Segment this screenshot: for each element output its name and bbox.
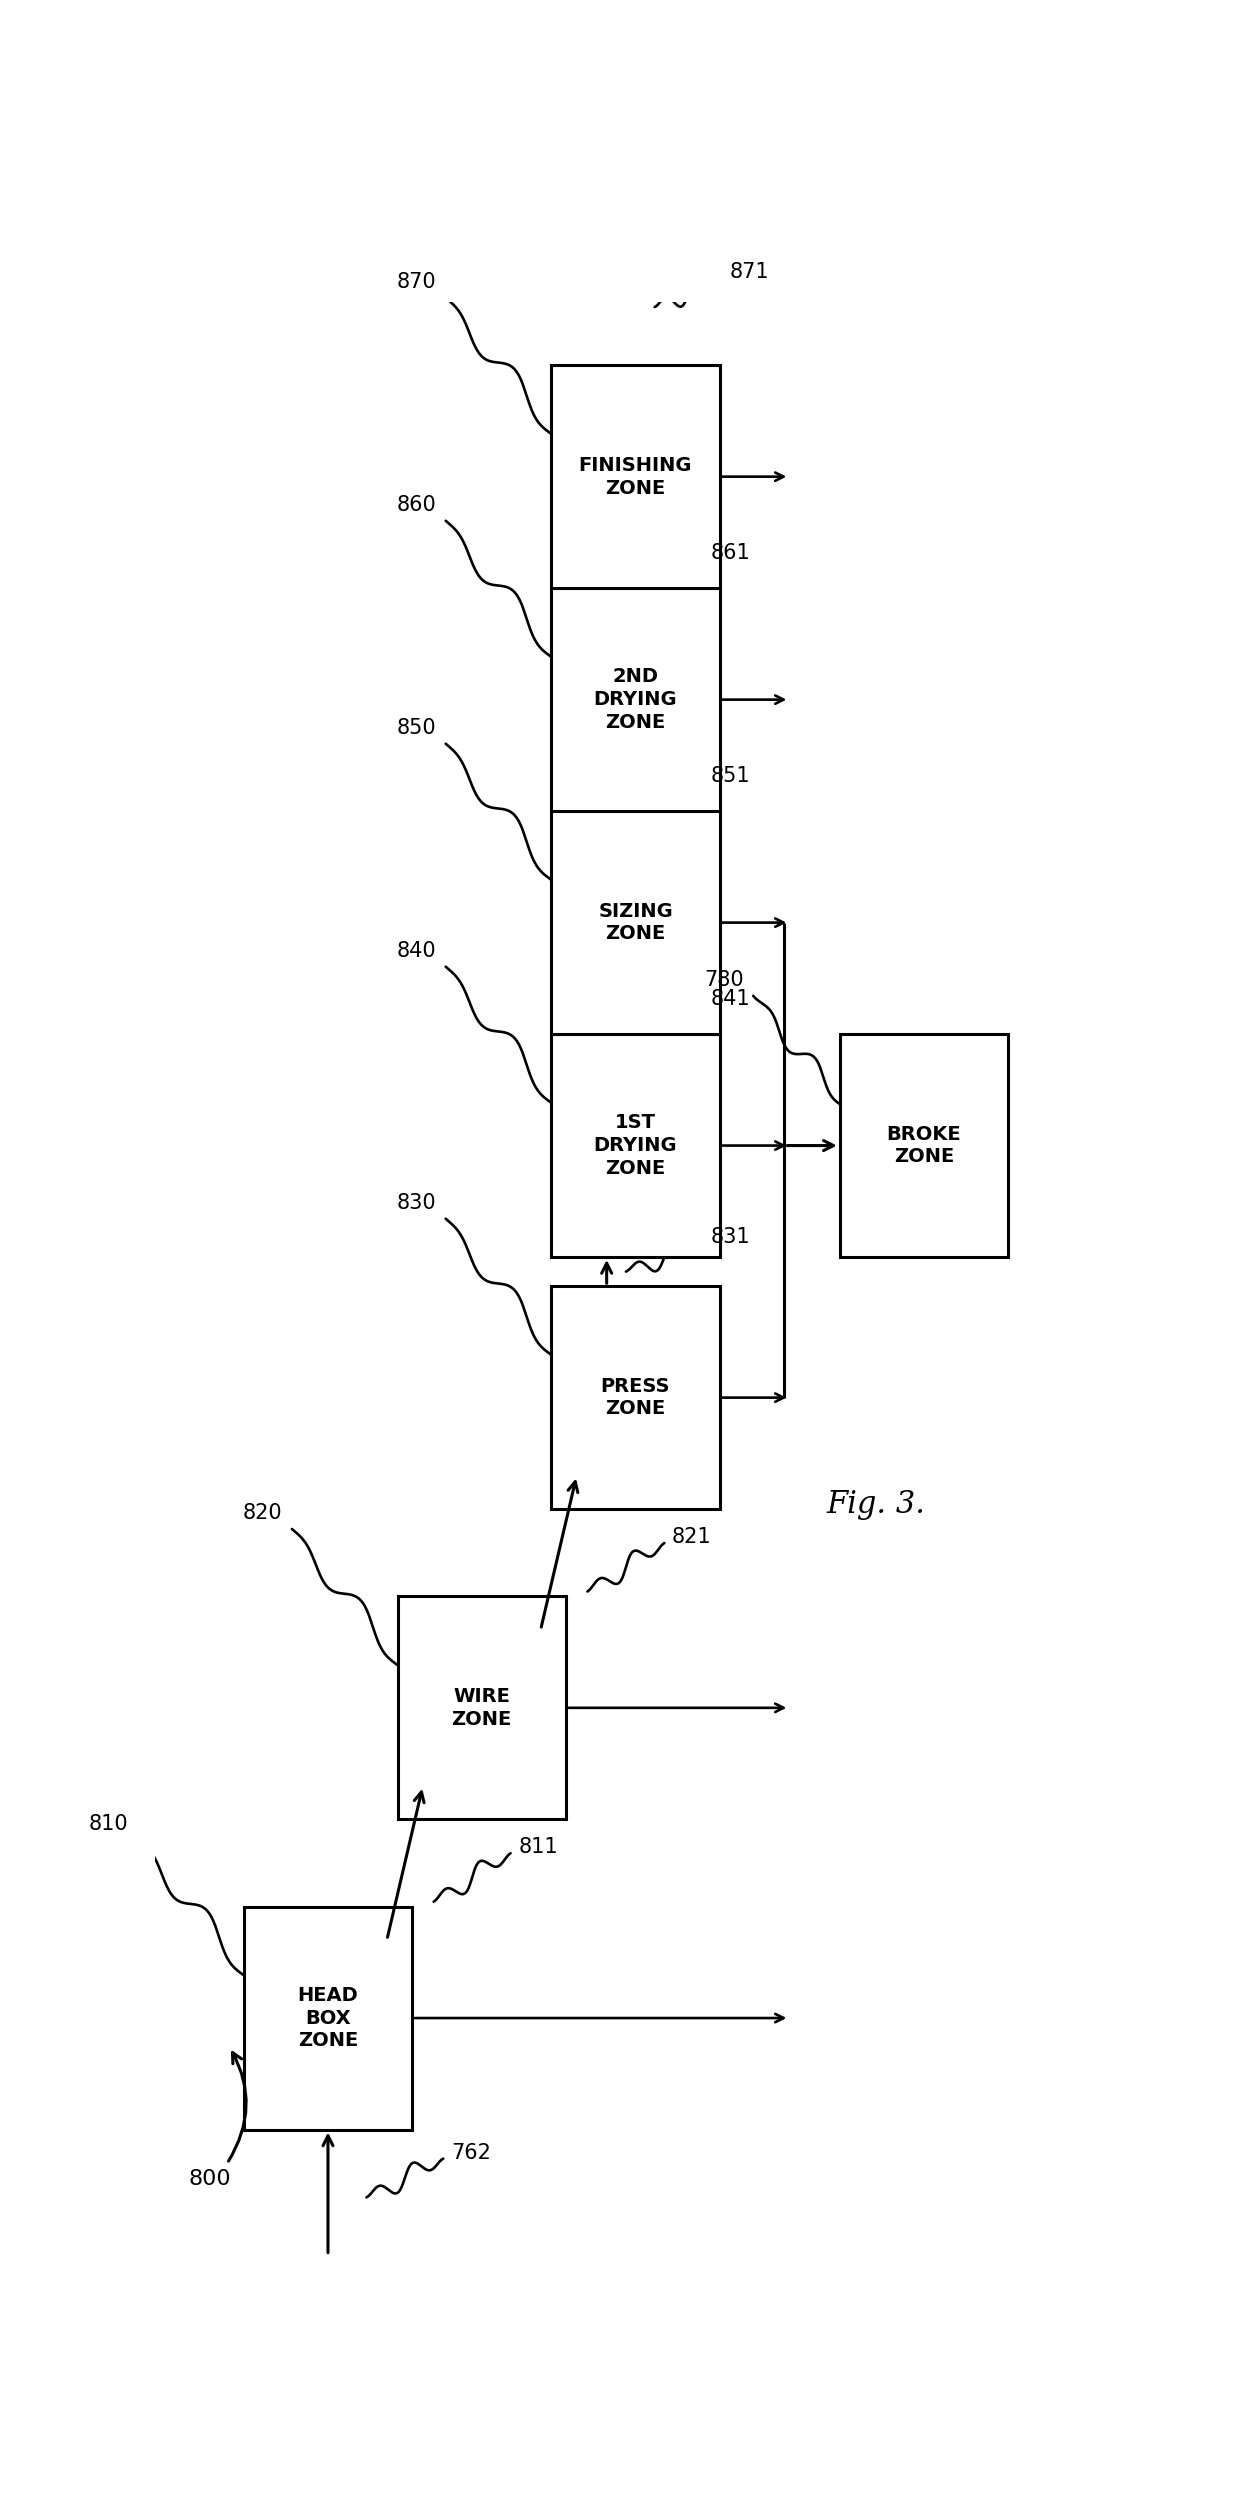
Text: BROKE
ZONE: BROKE ZONE	[887, 1126, 961, 1166]
Bar	[552, 811, 719, 1035]
Text: Fig. 3.: Fig. 3.	[826, 1488, 925, 1521]
Text: 780: 780	[704, 969, 744, 990]
Text: 811: 811	[518, 1838, 558, 1858]
Text: 1ST
DRYING
ZONE: 1ST DRYING ZONE	[594, 1113, 677, 1178]
Text: 830: 830	[397, 1194, 436, 1214]
Text: FINISHING
ZONE: FINISHING ZONE	[579, 456, 692, 499]
Text: 851: 851	[711, 765, 750, 786]
Text: 831: 831	[711, 1226, 750, 1246]
Text: WIRE
ZONE: WIRE ZONE	[451, 1687, 512, 1730]
Text: 870: 870	[397, 272, 436, 292]
Text: 840: 840	[397, 942, 436, 962]
Text: 800: 800	[188, 2168, 231, 2188]
Text: 850: 850	[397, 718, 436, 738]
Text: 2ND
DRYING
ZONE: 2ND DRYING ZONE	[594, 667, 677, 733]
Bar	[244, 1906, 412, 2130]
Text: 871: 871	[729, 262, 769, 282]
Text: 762: 762	[451, 2143, 491, 2163]
Bar	[398, 1596, 565, 1821]
Bar	[552, 589, 719, 811]
Text: 860: 860	[397, 496, 436, 516]
Bar	[552, 1287, 719, 1508]
Text: SIZING
ZONE: SIZING ZONE	[598, 901, 673, 944]
Bar	[552, 365, 719, 589]
Text: 810: 810	[89, 1813, 129, 1833]
Text: 841: 841	[711, 990, 750, 1010]
Text: PRESS
ZONE: PRESS ZONE	[600, 1377, 671, 1418]
Bar	[552, 1035, 719, 1256]
Text: 820: 820	[243, 1503, 283, 1523]
Text: HEAD
BOX
ZONE: HEAD BOX ZONE	[298, 1987, 358, 2050]
Bar	[839, 1035, 1008, 1256]
Text: 861: 861	[711, 544, 750, 564]
Text: 821: 821	[672, 1528, 712, 1546]
